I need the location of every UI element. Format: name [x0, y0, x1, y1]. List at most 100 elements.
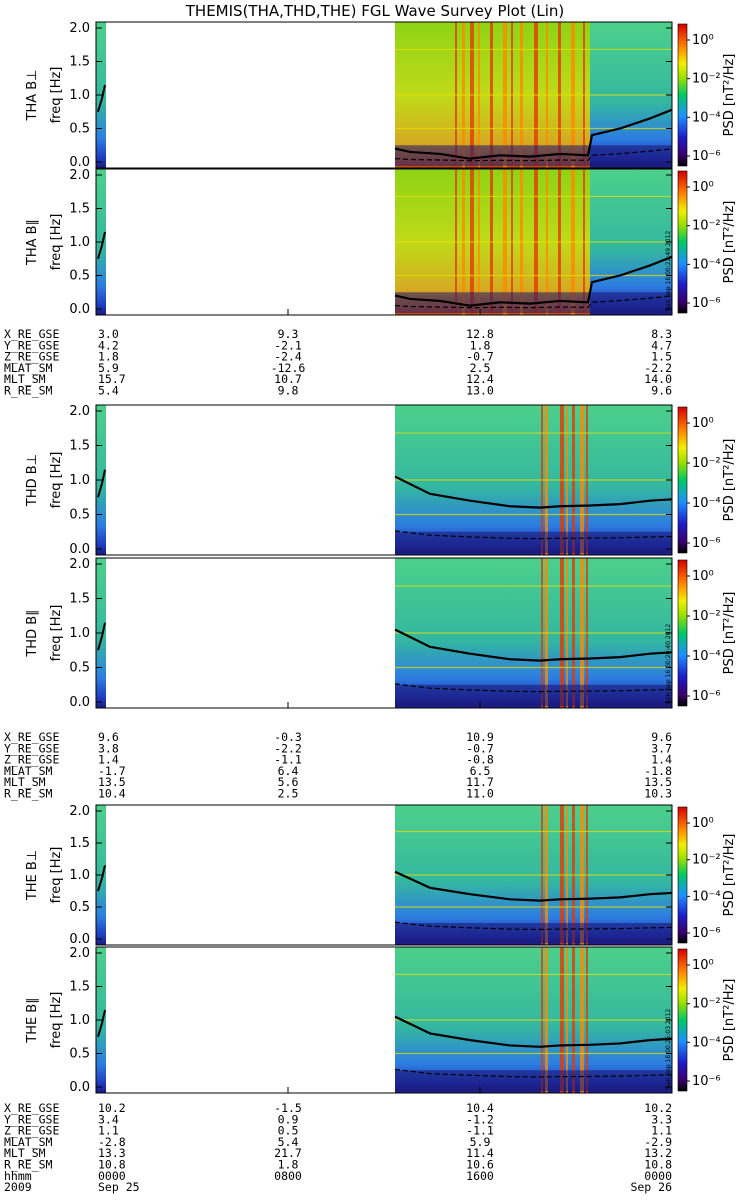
ephemeris-table: X_RE_GSE 10.2 -1.5 10.4 10.2 Y_RE_GSE 3.4 0.9 -1…	[4, 1101, 672, 1172]
y-tick-label: 2.0	[69, 404, 90, 419]
ephemeris-row-name: Z_RE_GSE	[4, 1124, 59, 1138]
ephemeris-value: 3.8	[98, 741, 119, 755]
ephemeris-value: 6.4	[278, 764, 299, 778]
ephemeris-value: -1.7	[98, 764, 126, 778]
x-tick-time-label: 0000	[644, 1169, 672, 1183]
y-tick-label: 0.0	[69, 155, 90, 170]
time-row-label: hhmm	[4, 1169, 32, 1183]
colorbar-label: PSD [nT²/Hz]	[722, 439, 737, 522]
colorbar-label: PSD [nT²/Hz]	[722, 834, 737, 917]
colorbar-tick-label: 10⁻⁶	[692, 149, 721, 164]
colorbar-tick-label: 10⁻²	[692, 997, 721, 1012]
colorbar-tick-label: 10⁰	[692, 816, 714, 831]
ephemeris-value: 10.8	[644, 1158, 672, 1172]
colorbar-tick-label: 10⁻²	[692, 72, 721, 87]
ephemeris-value: 5.9	[98, 361, 119, 375]
dashed-trace	[394, 1068, 673, 1078]
y-tick-label: 0.5	[69, 269, 90, 284]
ephemeris-value: 0.9	[278, 1112, 299, 1126]
ephemeris-row-name: MLAT_SM	[4, 764, 53, 778]
ephemeris-value: 2.5	[278, 787, 299, 801]
ephemeris-value: 1.4	[651, 753, 672, 767]
ephemeris-value: 8.3	[651, 327, 672, 341]
y-tick-label: 1.0	[69, 868, 90, 883]
panel-unit-label: freq [Hz]	[49, 847, 64, 904]
ephemeris-row-name: MLAT_SM	[4, 361, 53, 375]
ephemeris-value: 10.6	[466, 1158, 494, 1172]
y-tick-label: 0.5	[69, 508, 90, 523]
ephemeris-value: -2.2	[644, 361, 672, 375]
colorbar	[677, 806, 688, 944]
ephemeris-row-name: MLAT_SM	[4, 1135, 53, 1149]
ephemeris-value: 10.2	[98, 1101, 126, 1115]
ephemeris-row-name: Y_RE_GSE	[4, 741, 59, 755]
y-tick-label: 0.0	[69, 302, 90, 317]
ephemeris-value: -1.1	[466, 1124, 494, 1138]
panel-unit-label: freq [Hz]	[49, 67, 64, 124]
y-tick-label: 0.0	[69, 1080, 90, 1095]
ephemeris-value: 11.4	[466, 1146, 494, 1160]
colorbar-tick-label: 10⁻⁴	[692, 496, 721, 511]
ephemeris-value: 4.2	[98, 338, 119, 352]
dashed-trace	[394, 148, 673, 162]
x-tick-time-label: 1600	[466, 1169, 494, 1183]
y-tick-label: 2.0	[69, 21, 90, 36]
strip-trace	[97, 622, 106, 651]
colorbar-tick-label: 10⁻⁶	[692, 926, 721, 941]
ephemeris-value: 13.5	[644, 775, 672, 789]
colorbar-tick-label: 10⁰	[692, 180, 714, 195]
y-tick-label: 2.0	[69, 804, 90, 819]
ephemeris-value: -1.1	[274, 753, 302, 767]
timestamp-stamp: Sun Sep 16 00:22:49 2012	[665, 231, 672, 311]
colorbar-tick-label: 10⁻⁶	[692, 536, 721, 551]
ephemeris-row-name: R_RE_SM	[4, 1158, 53, 1172]
y-tick-label: 0.0	[69, 542, 90, 557]
panel-component-label: THA B∥	[25, 219, 40, 266]
y-tick-label: 1.5	[69, 980, 90, 995]
panel-component-label: THE B⊥	[25, 850, 40, 901]
gyrofrequency-trace	[394, 870, 673, 902]
y-tick-label: 0.5	[69, 661, 90, 676]
ephemeris-value: -2.2	[274, 741, 302, 755]
ephemeris-value: 1.1	[651, 1124, 672, 1138]
ephemeris-value: 12.4	[466, 372, 494, 386]
strip-trace	[97, 865, 106, 892]
panel-component-label: THD B⊥	[25, 454, 40, 507]
ephemeris-value: -1.8	[644, 764, 672, 778]
ephemeris-value: 1.4	[98, 753, 119, 767]
low-freq-band	[395, 1070, 672, 1091]
ephemeris-value: 3.3	[651, 1112, 672, 1126]
colorbar-tick-label: 10⁻⁴	[692, 649, 721, 664]
y-tick-label: 1.5	[69, 439, 90, 454]
colorbar-tick-label: 10⁻²	[692, 853, 721, 868]
ephemeris-table: X_RE_GSE 9.6 -0.3 10.9 9.6 Y_RE_GSE 3.8 -2.2 -0.…	[4, 730, 672, 801]
ephemeris-value: 0.5	[278, 1124, 299, 1138]
dashed-trace	[394, 921, 673, 931]
ephemeris-value: -2.4	[274, 350, 302, 364]
y-tick-label: 0.0	[69, 932, 90, 947]
gyrofrequency-trace	[394, 255, 673, 307]
ephemeris-value: 9.3	[278, 327, 299, 341]
ephemeris-row-name: Y_RE_GSE	[4, 1112, 59, 1126]
ephemeris-value: 13.0	[466, 384, 494, 398]
y-tick-label: 2.0	[69, 168, 90, 183]
ephemeris-value: 1.5	[651, 350, 672, 364]
gyrofrequency-trace	[394, 108, 673, 160]
strip-trace	[97, 84, 106, 113]
colorbar	[677, 406, 688, 554]
ephemeris-value: 5.9	[470, 1135, 491, 1149]
y-tick-label: 0.5	[69, 900, 90, 915]
ephemeris-value: 13.2	[644, 1146, 672, 1160]
ephemeris-row-name: X_RE_GSE	[4, 327, 59, 341]
y-tick-label: 1.0	[69, 626, 90, 641]
ephemeris-value: -2.1	[274, 338, 302, 352]
colorbar-label: PSD [nT²/Hz]	[722, 592, 737, 675]
timestamp-stamp: Sun Sep 16 00:20:40 2012	[665, 624, 672, 704]
ephemeris-value: 5.6	[278, 775, 299, 789]
spectrogram-panel: 0.0 0.5 1.0 1.5 2.0 THA B⊥ freq [Hz] 10⁰ 10⁻² 10⁻…	[25, 21, 737, 170]
low-freq-band	[395, 531, 672, 553]
colorbar-tick-label: 10⁰	[692, 33, 714, 48]
ephemeris-row-name: Z_RE_GSE	[4, 753, 59, 767]
colorbar-tick-label: 10⁻⁴	[692, 110, 721, 125]
